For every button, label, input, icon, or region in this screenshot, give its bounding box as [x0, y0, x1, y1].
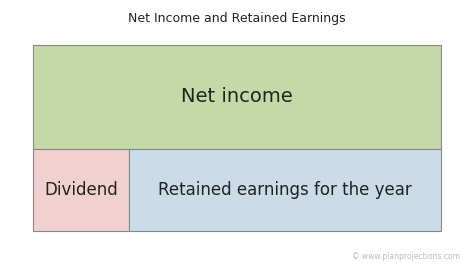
Text: © www.planprojections.com: © www.planprojections.com: [352, 252, 460, 261]
Bar: [33, 149, 129, 231]
Text: Retained earnings for the year: Retained earnings for the year: [158, 181, 412, 199]
Text: Dividend: Dividend: [44, 181, 118, 199]
Bar: [33, 45, 441, 148]
Bar: [129, 149, 441, 231]
Text: Net Income and Retained Earnings: Net Income and Retained Earnings: [128, 12, 346, 25]
Text: Net income: Net income: [181, 88, 293, 106]
